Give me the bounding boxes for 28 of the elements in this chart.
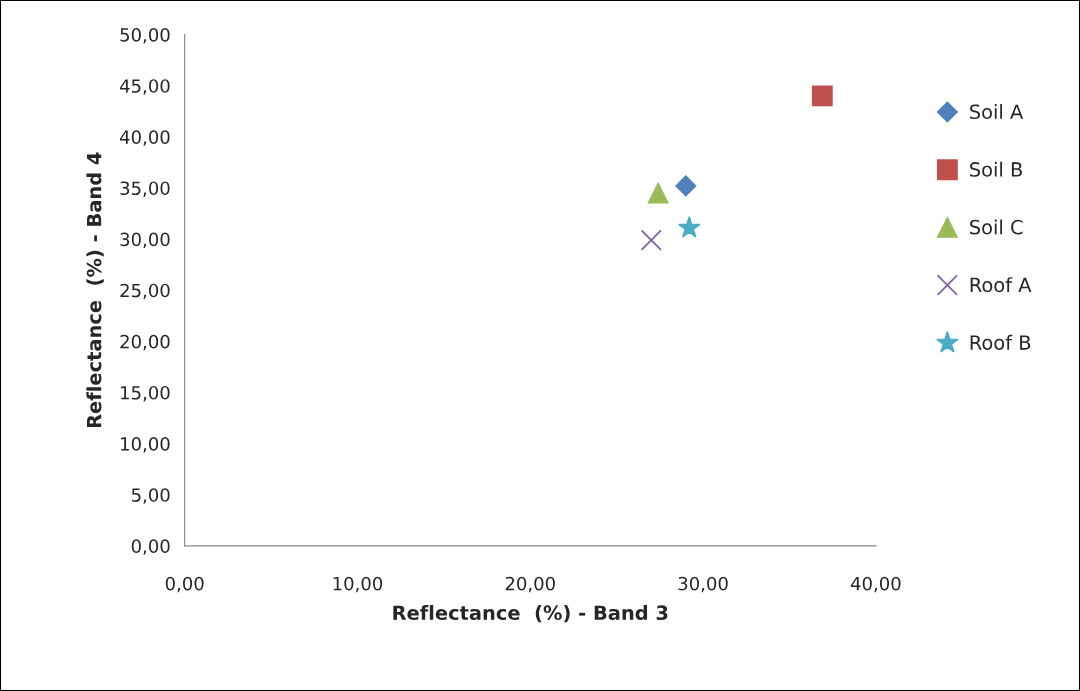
point — [677, 216, 701, 238]
legend-label: Soil A — [970, 104, 1024, 120]
y-tick-label: 10,00 — [121, 437, 170, 453]
point — [647, 182, 669, 204]
x-tick-label: 40,00 — [850, 576, 901, 593]
y-tick-label: 30,00 — [120, 232, 170, 249]
y-tick-label: 40,00 — [119, 130, 170, 146]
point — [675, 175, 697, 197]
y-tick-label: 50,00 — [120, 28, 170, 44]
x-tick-label: 20,00 — [505, 576, 555, 593]
y-tick-label: 35,00 — [120, 181, 170, 197]
point — [811, 85, 833, 107]
point — [640, 229, 662, 251]
legend-label: Soil B — [970, 161, 1022, 177]
y-tick-label: 25,00 — [120, 283, 170, 300]
legend-label: Roof B — [970, 334, 1031, 350]
x-tick-label: 30,00 — [678, 576, 728, 593]
legend-label: Roof A — [970, 277, 1032, 293]
y-tick-label: 5,00 — [131, 488, 170, 504]
y-tick-label: 45,00 — [119, 79, 170, 95]
x-tick-label: 10,00 — [333, 576, 383, 593]
y-tick-label: 20,00 — [120, 334, 170, 351]
y-axis-title: Reflectance (%) - Band 4 — [86, 152, 104, 428]
x-tick-label: 0,00 — [165, 576, 204, 593]
x-axis-title: Reflectance (%) - Band 3 — [393, 605, 668, 623]
y-tick-label: 0,00 — [131, 539, 170, 555]
legend-label: Soil C — [970, 219, 1023, 235]
y-tick-label: 15,00 — [121, 385, 170, 402]
